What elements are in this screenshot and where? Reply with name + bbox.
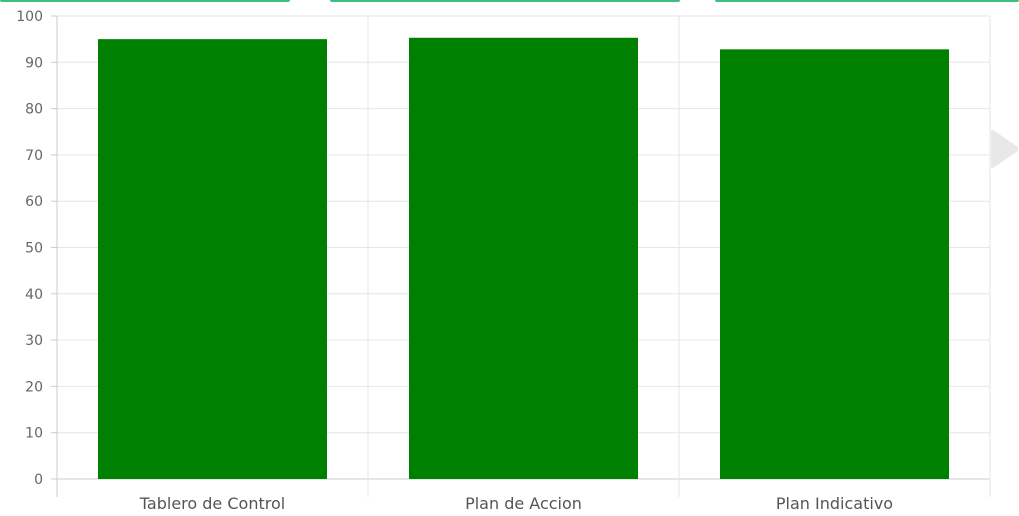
top-tab-3[interactable] (715, 0, 1019, 2)
top-tab-2[interactable] (330, 0, 680, 2)
y-tick-label-0: 0 (34, 472, 43, 488)
next-arrow-icon[interactable] (989, 128, 1019, 170)
bar-tablero-de-control (98, 39, 327, 480)
bar-plan-indicativo (720, 49, 949, 479)
top-tab-1[interactable] (0, 0, 290, 2)
y-tick-label-50: 50 (25, 241, 43, 257)
y-tick-label-100: 100 (16, 9, 43, 25)
bar-plan-de-accion (409, 37, 638, 480)
x-tick-label-plan-indicativo: Plan Indicativo (776, 494, 893, 513)
bars (98, 37, 949, 480)
top-tab-strip (0, 0, 1019, 4)
x-axis-tick-labels: Tablero de Control Plan de Accion Plan Ind… (139, 494, 893, 513)
x-tick-label-plan-de-accion: Plan de Accion (465, 494, 582, 513)
y-tick-label-60: 60 (25, 194, 43, 210)
y-axis-tick-labels: 0 10 20 30 40 50 60 70 80 90 100 (16, 9, 43, 488)
y-tick-label-40: 40 (25, 287, 43, 303)
y-tick-label-10: 10 (25, 426, 43, 442)
y-tick-label-30: 30 (25, 333, 43, 349)
y-tick-label-20: 20 (25, 379, 43, 395)
y-tick-label-90: 90 (25, 55, 43, 71)
y-tick-label-80: 80 (25, 102, 43, 118)
x-tick-label-tablero-de-control: Tablero de Control (139, 494, 285, 513)
y-tick-label-70: 70 (25, 148, 43, 164)
axes (51, 15, 57, 480)
